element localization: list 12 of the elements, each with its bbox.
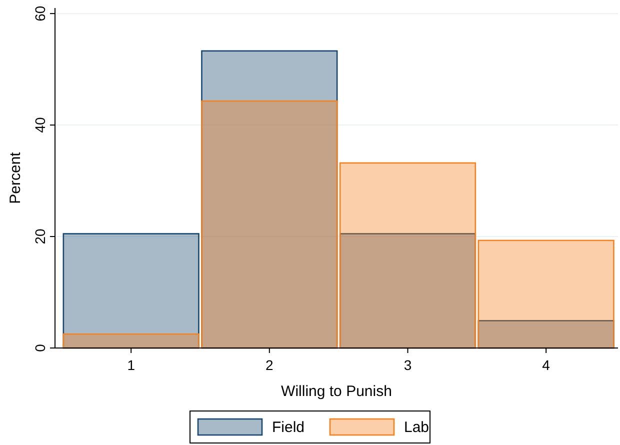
x-tick-label: 4 (542, 357, 550, 373)
x-axis-title: Willing to Punish (281, 383, 392, 400)
y-axis-title: Percent (7, 151, 24, 204)
x-tick-label: 1 (127, 357, 136, 373)
legend-label: Field (272, 419, 305, 436)
y-tick-label: 0 (32, 344, 48, 352)
x-tick-label: 3 (404, 357, 412, 373)
y-tick-label: 20 (32, 228, 48, 244)
legend-label: Lab (404, 419, 430, 436)
y-tick-label: 60 (32, 6, 48, 22)
y-tick-label: 40 (32, 117, 48, 133)
x-tick-label: 2 (266, 357, 274, 373)
